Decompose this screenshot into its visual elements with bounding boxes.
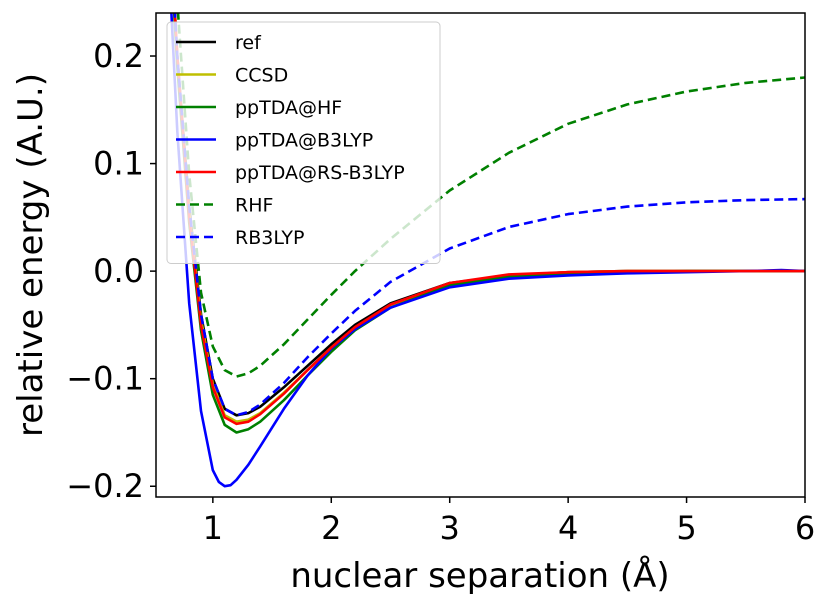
x-tick-label: 4: [558, 509, 578, 547]
y-axis-label: relative energy (A.U.): [11, 73, 51, 437]
legend-label: ppTDA@HF: [235, 97, 342, 119]
legend-label: ppTDA@RS-B3LYP: [235, 162, 405, 184]
legend-label: ppTDA@B3LYP: [235, 130, 373, 152]
x-tick-label: 6: [795, 509, 815, 547]
series-line-pptda-rs-b3lyp: [173, 13, 805, 426]
legend-label: ref: [235, 32, 262, 54]
x-tick-label: 2: [321, 509, 341, 547]
x-tick-label: 1: [203, 509, 223, 547]
y-tick-label: 0.2: [93, 37, 144, 75]
series-line-rb3lyp: [173, 13, 805, 417]
y-tick-label: 0.1: [93, 145, 144, 183]
x-axis-label: nuclear separation (Å): [290, 555, 669, 596]
series-layer: [170, 13, 805, 488]
series-line-pptda-b3lyp: [170, 13, 805, 488]
legend-box: [166, 21, 441, 264]
legend-label: RB3LYP: [235, 227, 304, 249]
y-tick-label: 0.0: [93, 252, 144, 290]
x-tick-label: 3: [440, 509, 460, 547]
legend-label: CCSD: [235, 65, 288, 87]
y-axis: −0.2 −0.1 0.0 0.1 0.2: [66, 37, 156, 505]
legend-label: RHF: [235, 195, 273, 217]
x-axis: 1 2 3 4 5 6: [203, 497, 815, 547]
y-tick-label: −0.2: [66, 467, 144, 505]
plot-frame: [155, 12, 806, 498]
legend: ref CCSD ppTDA@HF ppTDA@B3LYP ppTDA@RS-B3LYP…: [166, 21, 441, 264]
series-line-rhf: [176, 13, 805, 378]
y-tick-label: −0.1: [66, 360, 144, 398]
x-tick-label: 5: [676, 509, 696, 547]
